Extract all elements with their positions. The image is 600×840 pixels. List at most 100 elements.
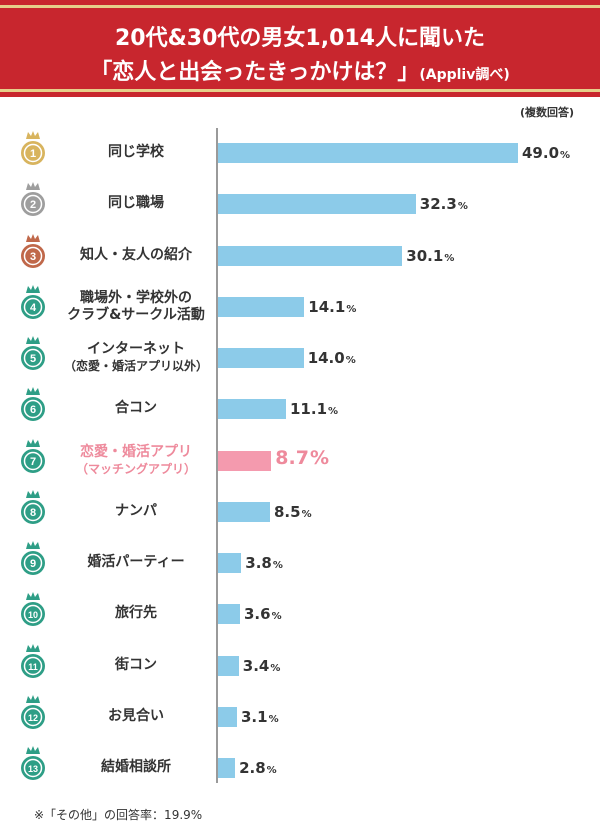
category-label: 婚活パーティー	[56, 554, 216, 571]
bar-value-number: 30.1	[406, 246, 444, 265]
category-label-main: 恋愛・婚活アプリ	[80, 443, 192, 460]
category-label-sub: （マッチングアプリ）	[75, 461, 196, 476]
bar	[218, 706, 237, 727]
bar	[218, 245, 403, 266]
rank-number: 12	[28, 713, 38, 723]
rank-number: 4	[30, 302, 37, 314]
medal-crown-shape	[26, 694, 40, 703]
rank-medal-icon: 5	[21, 336, 45, 370]
category-label-main: 合コン	[115, 400, 157, 417]
medal-crown-shape	[26, 131, 40, 139]
medal-inner-ring	[23, 605, 43, 624]
rank-medal-icon: 4	[21, 284, 45, 319]
bar-row: 4 職場外・学校外の クラブ&サークル活動 14.1%	[0, 281, 600, 333]
rank-number: 2	[30, 199, 36, 211]
bar-value-unit: %	[309, 446, 330, 469]
bar	[218, 194, 416, 215]
rank-medal-icon: 12	[21, 694, 45, 729]
bar-value-label: 8.5%	[274, 502, 312, 521]
bar	[218, 501, 270, 522]
bar-value-number: 14.1	[308, 297, 346, 316]
medal-inner-ring	[23, 297, 43, 316]
bar-value-label: 3.4%	[243, 656, 281, 675]
category-label-main: ナンパ	[115, 502, 157, 519]
rank-number: 8	[30, 507, 36, 519]
bar-value-label: 14.1%	[308, 297, 356, 316]
bar-value-label: 49.0%	[522, 143, 570, 162]
bar-value-unit: %	[272, 560, 283, 571]
rank-medal-icon: 6	[21, 387, 45, 422]
bar	[218, 143, 518, 163]
bar-row: 9 婚活パーティー 3.8%	[0, 537, 600, 589]
chart-title-line1: 20代&30代の男女1,014人に聞いた	[114, 26, 485, 51]
category-label: インターネット （恋愛・婚活アプリ以外）	[56, 341, 216, 375]
bar	[218, 655, 239, 676]
medal-inner-ring	[23, 707, 43, 726]
chart-header: 20代&30代の男女1,014人に聞いた 「恋人と出会ったきっかけは？」(App…	[0, 0, 600, 97]
category-label: 同じ職場	[56, 195, 216, 212]
category-label-main: インターネット	[87, 341, 185, 357]
category-label-sub: クラブ&サークル活動	[67, 306, 205, 323]
medal-inner-ring	[23, 758, 43, 778]
bar-row: 2 同じ職場 32.3%	[0, 178, 600, 230]
medal-crown-shape	[26, 489, 40, 498]
bar-value-label: 11.1%	[290, 399, 338, 418]
rank-number: 10	[28, 610, 38, 620]
bar-row: 11 街コン 3.4%	[0, 640, 600, 692]
medal-inner-ring	[23, 195, 43, 214]
bar-value-unit: %	[457, 201, 468, 213]
medal-crown-shape	[26, 541, 40, 549]
category-label: 同じ学校	[56, 144, 216, 161]
category-label: ナンパ	[56, 503, 216, 520]
category-label: 合コン	[56, 400, 216, 417]
rank-medal-icon: 2	[21, 182, 45, 217]
category-label: お見合い	[56, 708, 216, 725]
rank-number: 5	[30, 353, 36, 365]
bar	[218, 758, 236, 778]
category-label-sub: （恋愛・婚活アプリ以外）	[63, 359, 208, 373]
rank-medal-icon: 13	[21, 746, 45, 780]
category-label-main: 同じ学校	[108, 144, 164, 160]
bar-value-number: 3.8	[245, 554, 272, 572]
rank-medal-icon: 1	[21, 131, 45, 165]
bar-value-label: 14.0%	[308, 348, 356, 367]
medal-crown-shape	[26, 643, 40, 652]
bar	[218, 296, 305, 317]
rank-medal-icon: 11	[21, 643, 45, 678]
bar-row: 5 インターネット （恋愛・婚活アプリ以外） 14.0%	[0, 332, 600, 384]
category-label-main: 旅行先	[115, 605, 157, 622]
category-label: 職場外・学校外の クラブ&サークル活動	[56, 290, 216, 324]
bar-value-label: 3.8%	[245, 553, 283, 572]
bar-value-label: 30.1%	[406, 246, 454, 265]
bar-row: 8 ナンパ 8.5%	[0, 486, 600, 538]
medal-crown-shape	[26, 387, 40, 396]
rank-number: 9	[30, 558, 36, 570]
rank-number: 13	[28, 764, 38, 774]
rank-number: 7	[30, 456, 36, 468]
medal-crown-shape	[26, 233, 40, 242]
chart-title-line2: 「恋人と出会ったきっかけは？」(Appliv調べ)	[0, 54, 600, 86]
category-label-main: 職場外・学校外の	[80, 289, 192, 306]
rank-medal-icon: 10	[21, 592, 45, 627]
bar-value-unit: %	[560, 150, 571, 161]
medal-inner-ring	[23, 502, 43, 521]
chart-title-question: 「恋人と出会ったきっかけは？」	[90, 60, 420, 85]
medal-crown-shape	[26, 438, 40, 447]
bar	[218, 450, 272, 471]
bar-row: 12 お見合い 3.1%	[0, 691, 600, 743]
medal-crown-shape	[26, 746, 40, 754]
category-label: 街コン	[56, 657, 216, 674]
rank-medal-icon: 8	[21, 489, 45, 524]
bar-value-unit: %	[266, 765, 277, 776]
bar-value-unit: %	[444, 252, 455, 264]
bar-row: 1 同じ学校 49.0%	[0, 127, 600, 179]
medal-crown-shape	[26, 592, 40, 601]
bar-value-number: 3.6	[244, 605, 271, 624]
medal-inner-ring	[23, 400, 43, 419]
bar-value-unit: %	[301, 508, 312, 520]
bar	[218, 553, 242, 573]
category-label-main: 知人・友人の紹介	[80, 246, 192, 263]
bar-value-unit: %	[270, 662, 281, 674]
rank-number: 11	[28, 662, 38, 672]
bar-value-number: 32.3	[419, 195, 457, 214]
